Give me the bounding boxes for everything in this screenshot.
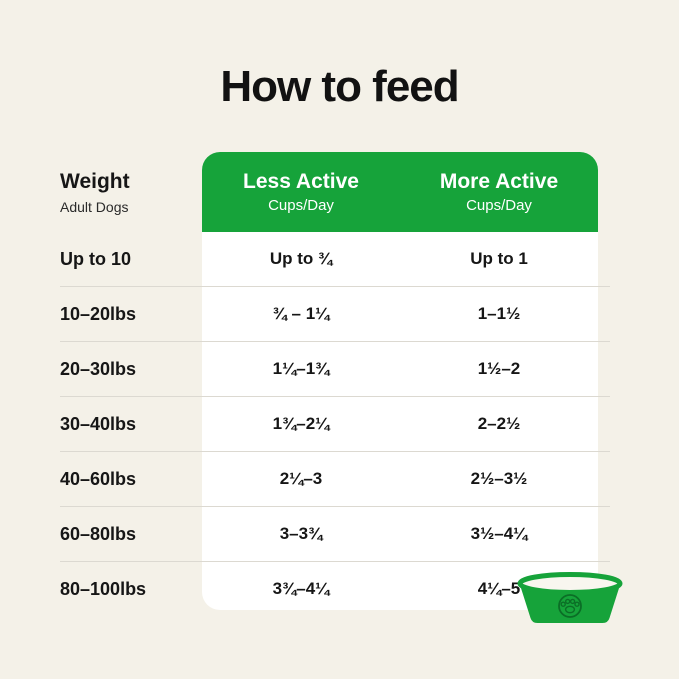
more-active-cell: 1–1½ (477, 304, 521, 323)
less-active-cell: 1¾–2¼ (272, 414, 330, 433)
less-active-cell: ¾ – 1¼ (272, 304, 330, 323)
weight-cell: 80–100lbs (60, 578, 147, 599)
less-active-cell: 3¾–4¼ (272, 579, 330, 598)
column-header-less-active: Less Active Cups/Day (202, 170, 400, 214)
table-row: 30–40lbs 1¾–2¼ 2–2½ (60, 396, 610, 451)
table-row: 20–30lbs 1¼–1¾ 1½–2 (60, 341, 610, 396)
dog-bowl-paw-icon (517, 572, 623, 628)
less-active-cell: Up to ¾ (269, 249, 333, 268)
weight-cell: 20–30lbs (60, 358, 137, 379)
table-row: 40–60lbs 2¼–3 2½–3½ (60, 451, 610, 506)
less-active-label: Less Active (243, 170, 359, 193)
more-active-cell: 2–2½ (477, 414, 521, 433)
more-active-cell: Up to 1 (470, 249, 528, 268)
page-title: How to feed (220, 62, 459, 111)
table-header-row: Weight Adult Dogs Less Active Cups/Day M… (60, 152, 610, 232)
weight-cell: 10–20lbs (60, 303, 137, 324)
table-row: 10–20lbs ¾ – 1¼ 1–1½ (60, 286, 610, 341)
more-active-cell: 3½–4¼ (470, 524, 528, 543)
more-active-sublabel: Cups/Day (466, 197, 532, 214)
weight-cell: 60–80lbs (60, 523, 137, 544)
less-active-cell: 3–3¾ (279, 524, 323, 543)
column-header-more-active: More Active Cups/Day (400, 170, 598, 214)
activity-columns-header: Less Active Cups/Day More Active Cups/Da… (202, 152, 598, 232)
weight-cell: 30–40lbs (60, 413, 137, 434)
feeding-table: Weight Adult Dogs Less Active Cups/Day M… (60, 152, 610, 616)
more-active-cell: 1½–2 (477, 359, 521, 378)
weight-header-subtitle: Adult Dogs (60, 198, 129, 215)
table-row: 80–100lbs 3¾–4¼ 4¼–5 (60, 561, 610, 616)
table-body: Up to 10 Up to ¾ Up to 1 10–20lbs ¾ – 1¼… (60, 232, 610, 616)
less-active-cell: 2¼–3 (279, 469, 323, 488)
more-active-cell: 2½–3½ (470, 469, 528, 488)
weight-cell: 40–60lbs (60, 468, 137, 489)
table-row: 60–80lbs 3–3¾ 3½–4¼ (60, 506, 610, 561)
more-active-label: More Active (439, 170, 559, 193)
weight-cell: Up to 10 (60, 248, 132, 269)
more-active-cell: 4¼–5 (477, 579, 521, 598)
weight-header-title: Weight (60, 169, 130, 193)
weight-column-header: Weight Adult Dogs (60, 152, 202, 232)
table-row: Up to 10 Up to ¾ Up to 1 (60, 232, 610, 286)
less-active-cell: 1¼–1¾ (272, 359, 330, 378)
less-active-sublabel: Cups/Day (268, 197, 334, 214)
